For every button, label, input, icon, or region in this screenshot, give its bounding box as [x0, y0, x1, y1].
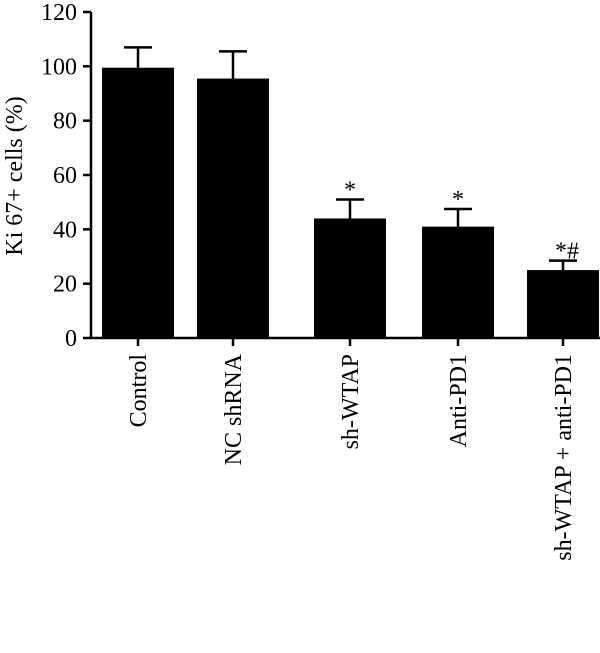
y-tick-label: 100 [41, 54, 77, 80]
x-category-label: sh-WTAP + anti-PD1 [551, 354, 577, 561]
x-category-label: Control [126, 354, 152, 428]
bar [197, 78, 269, 338]
x-category-label: NC shRNA [221, 353, 247, 465]
significance-marker: *# [555, 239, 579, 265]
y-tick-label: 120 [41, 0, 77, 26]
significance-marker: * [452, 187, 464, 213]
labels-group: Control NC shRNA * sh-WTAP * Anti-PD1 *# sh-WTA… [126, 177, 579, 560]
bars-group [102, 46, 599, 339]
x-category-label: Anti-PD1 [446, 354, 472, 447]
bar [314, 218, 386, 338]
y-tick-label: 80 [53, 109, 77, 135]
axes: 0 20 40 60 80 100 120 [41, 0, 600, 352]
significance-marker: * [344, 177, 356, 203]
y-tick-label: 40 [53, 217, 77, 243]
y-axis-title: Ki 67+ cells (%) [2, 96, 28, 256]
y-tick-label: 20 [53, 272, 77, 298]
bar [422, 226, 494, 338]
y-tick-label: 0 [65, 326, 77, 352]
x-category-label: sh-WTAP [338, 354, 364, 449]
bar [527, 270, 599, 338]
bar [102, 67, 174, 339]
y-tick-label: 60 [53, 163, 77, 189]
